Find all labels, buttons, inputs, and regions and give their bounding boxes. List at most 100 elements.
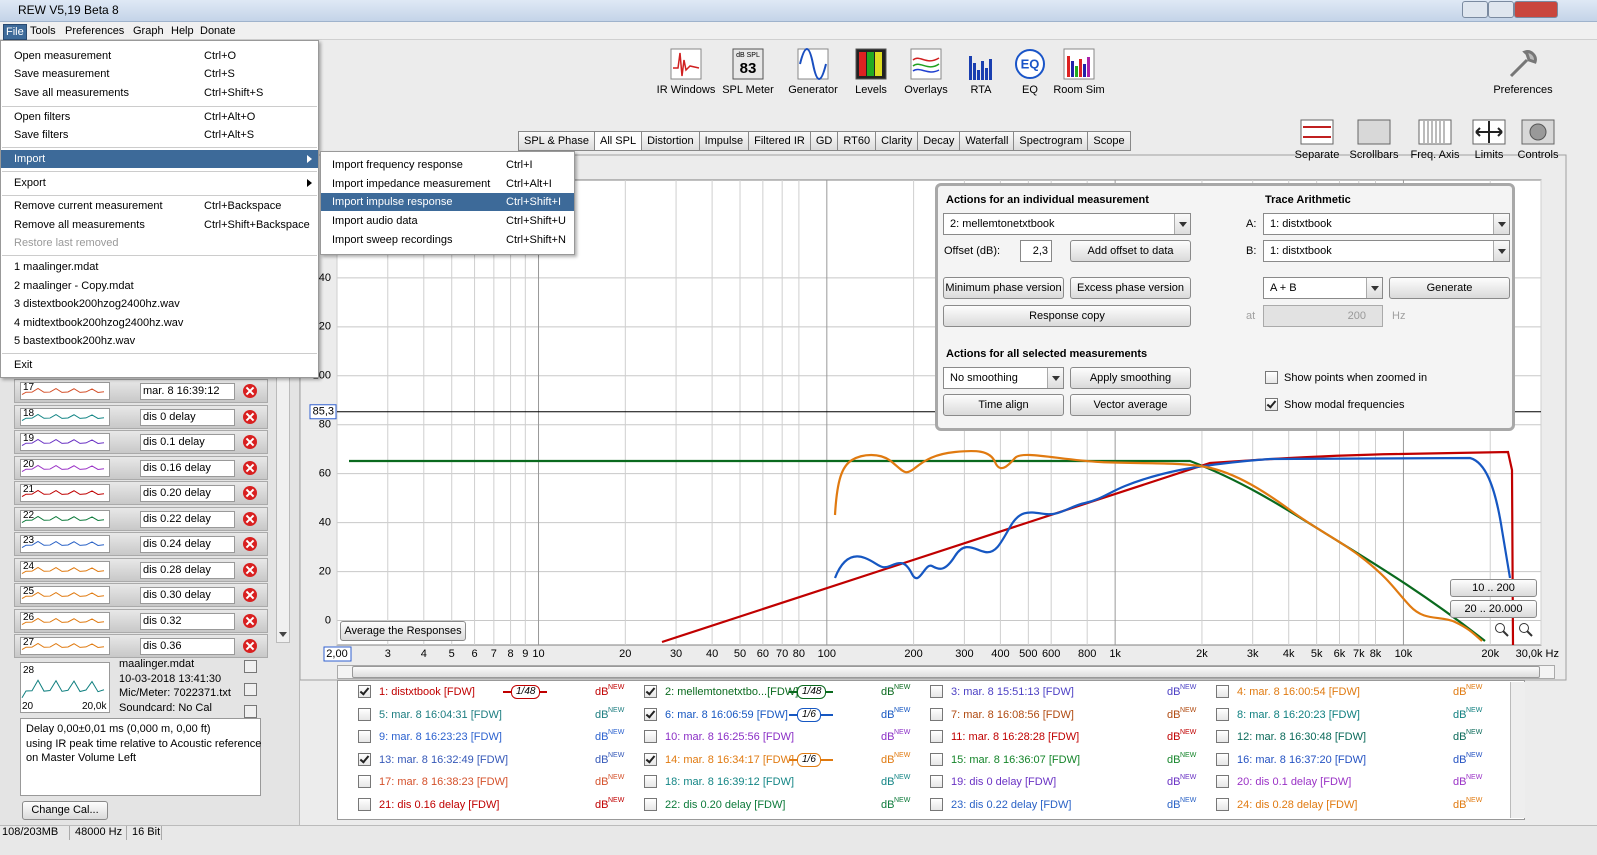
checkbox[interactable] bbox=[930, 753, 943, 766]
remove-button[interactable] bbox=[243, 460, 257, 475]
graph-tab[interactable]: Scope bbox=[1087, 131, 1131, 151]
remove-button[interactable] bbox=[243, 562, 257, 577]
toolbar-label[interactable]: Room Sim bbox=[1053, 84, 1105, 96]
checkbox[interactable] bbox=[930, 730, 943, 743]
menu-item-label[interactable]: 2 maalinger - Copy.mdat bbox=[14, 280, 134, 292]
menu-item[interactable]: Preferences bbox=[65, 25, 125, 37]
legend-label[interactable]: 21: dis 0.16 delay [FDW] bbox=[379, 799, 500, 811]
range-button[interactable]: 20 .. 20.000 bbox=[1450, 600, 1537, 618]
action-button[interactable]: Minimum phase version bbox=[943, 277, 1064, 299]
menu-item-label[interactable]: Exit bbox=[14, 359, 33, 371]
checkbox[interactable] bbox=[1265, 398, 1278, 411]
measurement-name[interactable]: dis 0.36 bbox=[140, 638, 235, 655]
change-cal-button[interactable]: Change Cal... bbox=[22, 801, 108, 820]
view-control-label[interactable]: Scrollbars bbox=[1349, 149, 1399, 161]
view-control-label[interactable]: Controls bbox=[1517, 149, 1559, 161]
legend-label[interactable]: 13: mar. 8 16:32:49 [FDW] bbox=[379, 754, 509, 766]
legend-label[interactable]: 16: mar. 8 16:37:20 [FDW] bbox=[1237, 754, 1367, 766]
checkbox[interactable] bbox=[1216, 798, 1229, 811]
remove-button[interactable] bbox=[243, 613, 257, 628]
window-button[interactable] bbox=[1514, 1, 1558, 18]
graph-tab[interactable]: Decay bbox=[917, 131, 961, 151]
graph-tab[interactable]: SPL & Phase bbox=[518, 131, 596, 151]
menu-item-label[interactable]: Export bbox=[14, 177, 46, 189]
menu-item-label[interactable]: Remove all measurements bbox=[14, 219, 145, 231]
menu-item-label[interactable]: Remove current measurement bbox=[14, 200, 163, 212]
legend-label[interactable]: 7: mar. 8 16:08:56 [FDW] bbox=[951, 709, 1074, 721]
checkbox[interactable] bbox=[644, 685, 657, 698]
legend-label[interactable]: 22: dis 0.20 delay [FDW] bbox=[665, 799, 786, 811]
menu-item-label[interactable]: Import audio data bbox=[332, 215, 418, 228]
checkbox[interactable] bbox=[1216, 708, 1229, 721]
remove-button[interactable] bbox=[243, 537, 257, 551]
menu-item-label[interactable]: Open filters bbox=[14, 111, 71, 123]
checkbox[interactable] bbox=[930, 708, 943, 721]
measurement-name[interactable]: dis 0.30 delay bbox=[140, 587, 235, 604]
menu-item-label[interactable]: Save all measurements bbox=[14, 87, 129, 99]
checkbox[interactable] bbox=[358, 753, 371, 766]
graph-tab[interactable]: Filtered IR bbox=[748, 131, 811, 151]
menu-item-label[interactable]: Import frequency response bbox=[332, 159, 463, 171]
checkbox[interactable] bbox=[1216, 685, 1229, 698]
legend-label[interactable]: 8: mar. 8 16:20:23 [FDW] bbox=[1237, 709, 1360, 721]
window-button[interactable] bbox=[1488, 1, 1514, 18]
window-button[interactable] bbox=[1462, 1, 1488, 18]
measurement-name[interactable]: dis 0.1 delay bbox=[140, 434, 235, 451]
toolbar-label[interactable]: IR Windows bbox=[656, 84, 716, 96]
checkbox[interactable] bbox=[358, 798, 371, 811]
menu-item-label[interactable]: 1 maalinger.mdat bbox=[14, 261, 99, 273]
remove-button[interactable] bbox=[243, 588, 257, 602]
checkbox[interactable] bbox=[358, 775, 371, 788]
toolbar-label[interactable]: Levels bbox=[855, 84, 887, 96]
checkbox[interactable] bbox=[358, 730, 371, 743]
toolbar-label[interactable]: EQ bbox=[1022, 84, 1038, 96]
item-icon[interactable] bbox=[244, 705, 257, 718]
action-button[interactable]: Apply smoothing bbox=[1070, 367, 1191, 389]
legend-label[interactable]: 12: mar. 8 16:30:48 [FDW] bbox=[1237, 731, 1367, 743]
menu-item[interactable]: Help bbox=[171, 25, 194, 37]
graph-tab[interactable]: Spectrogram bbox=[1013, 131, 1089, 151]
toolbar-label[interactable]: Preferences bbox=[1493, 84, 1553, 96]
menu-item-label[interactable]: Import sweep recordings bbox=[332, 233, 453, 246]
menu-item[interactable]: Graph bbox=[133, 25, 164, 37]
action-button[interactable]: Generate bbox=[1389, 277, 1510, 299]
legend-label[interactable]: 23: dis 0.22 delay [FDW] bbox=[951, 799, 1072, 811]
menu-item-label[interactable]: Save filters bbox=[14, 129, 69, 141]
menu-item-label[interactable]: 3 distextbook200hzog2400hz.wav bbox=[14, 298, 180, 310]
legend-label[interactable]: 11: mar. 8 16:28:28 [FDW] bbox=[951, 731, 1080, 743]
toolbar-label[interactable]: SPL Meter bbox=[722, 84, 774, 96]
remove-button[interactable] bbox=[243, 435, 257, 449]
graph-tab[interactable]: All SPL bbox=[594, 131, 643, 151]
graph-tab[interactable]: Clarity bbox=[875, 131, 919, 151]
view-control-label[interactable]: Freq. Axis bbox=[1410, 149, 1460, 161]
legend-label[interactable]: 17: mar. 8 16:38:23 [FDW] bbox=[379, 776, 509, 788]
remove-button[interactable] bbox=[243, 639, 257, 653]
checkbox[interactable] bbox=[644, 708, 657, 721]
measurement-name[interactable]: dis 0.20 delay bbox=[140, 485, 235, 502]
trace-b-select[interactable]: 1: distxtbook bbox=[1263, 240, 1510, 262]
menu-item[interactable]: Donate bbox=[200, 25, 236, 37]
legend-label[interactable]: 20: dis 0.1 delay [FDW] bbox=[1237, 776, 1352, 788]
menu-item-label[interactable]: 4 midtextbook200hzog2400hz.wav bbox=[14, 317, 184, 329]
item-icon[interactable] bbox=[244, 660, 257, 673]
graph-tab[interactable]: RT60 bbox=[837, 131, 877, 151]
legend-label[interactable]: 6: mar. 8 16:06:59 [FDW] bbox=[665, 709, 788, 721]
checkbox[interactable] bbox=[644, 730, 657, 743]
remove-button[interactable] bbox=[243, 486, 257, 500]
toolbar-label[interactable]: Generator bbox=[788, 84, 838, 96]
graph-tab[interactable]: GD bbox=[809, 131, 839, 151]
checkbox[interactable] bbox=[1216, 775, 1229, 788]
action-button[interactable]: Vector average bbox=[1070, 394, 1191, 416]
average-button[interactable]: Average the Responses bbox=[340, 621, 466, 641]
menu-item-label[interactable]: Save measurement bbox=[14, 68, 110, 80]
checkbox[interactable] bbox=[1216, 730, 1229, 743]
legend-label[interactable]: 10: mar. 8 16:25:56 [FDW] bbox=[665, 731, 795, 743]
operation-select[interactable]: A + B bbox=[1263, 277, 1383, 299]
checkbox[interactable] bbox=[930, 775, 943, 788]
range-button[interactable]: 10 .. 200 bbox=[1450, 579, 1537, 597]
action-button[interactable]: Response copy bbox=[943, 305, 1191, 327]
legend-label[interactable]: 4: mar. 8 16:00:54 [FDW] bbox=[1237, 686, 1360, 698]
action-button[interactable]: Time align bbox=[943, 394, 1064, 416]
graph-tab[interactable]: Waterfall bbox=[959, 131, 1015, 151]
action-button[interactable]: Excess phase version bbox=[1070, 277, 1191, 299]
